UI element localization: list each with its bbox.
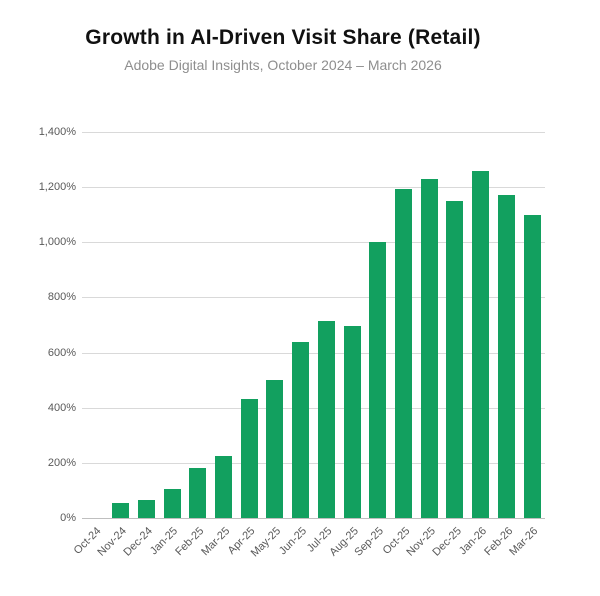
y-axis-tick-label: 600% (47, 346, 76, 359)
gridline (82, 297, 545, 299)
bar-slot-Sep-25 (365, 132, 391, 518)
bar-slot-Jan-26 (468, 132, 494, 518)
bar-slot-Feb-25 (185, 132, 211, 518)
bar-slot-Nov-25 (416, 132, 442, 518)
bar-slot-Jun-25 (288, 132, 314, 518)
bar-slot-May-25 (262, 132, 288, 518)
bar-slot-Mar-26 (519, 132, 545, 518)
y-axis-tick-label: 1,000% (38, 236, 76, 249)
bar-Dec-25 (446, 200, 464, 518)
bar-slot-Jul-25 (313, 132, 339, 518)
x-axis-line (82, 518, 545, 519)
y-axis-tick-label: 400% (47, 401, 76, 414)
gridline (82, 187, 545, 189)
chart-header: Growth in AI-Driven Visit Share (Retail)… (0, 26, 566, 73)
bar-slot-Feb-26 (494, 132, 520, 518)
bar-series (82, 132, 545, 518)
bar-Nov-25 (420, 178, 438, 518)
gridline (82, 407, 545, 409)
bar-Feb-26 (497, 195, 515, 518)
bar-Jul-25 (317, 320, 335, 518)
bar-Mar-25 (214, 455, 232, 518)
bar-Feb-25 (189, 468, 207, 518)
bar-slot-Dec-24 (133, 132, 159, 518)
gridline (82, 242, 545, 244)
gridline (82, 462, 545, 464)
y-axis-tick-label: 1,400% (38, 126, 76, 138)
bar-Nov-24 (112, 502, 130, 518)
bar-slot-Aug-25 (339, 132, 365, 518)
bar-Dec-24 (137, 500, 155, 518)
y-axis-tick-label: 800% (47, 291, 76, 304)
y-axis: 0% 200% 400% 600% 800% 1,000% 1,200% 1,400% (0, 0, 76, 596)
bar-Oct-25 (394, 188, 412, 518)
x-axis-tick-label: Jun-25 (276, 525, 310, 558)
bar-May-25 (266, 380, 284, 518)
gridline (82, 132, 545, 133)
gridline (82, 352, 545, 354)
x-axis-tick-label: Feb-25 (173, 525, 207, 559)
plot-area (82, 132, 545, 519)
x-axis: Oct-24 Nov-24 Dec-24 Jan-25 Feb-25 Mar-25 Apr-… (72, 132, 545, 592)
bar-Apr-25 (240, 399, 258, 518)
bar-Aug-25 (343, 326, 361, 518)
chart-subtitle: Adobe Digital Insights, October 2024 – M… (124, 57, 442, 73)
bar-slot-Apr-25 (236, 132, 262, 518)
bar-slot-Jan-25 (159, 132, 185, 518)
bar-Jan-26 (472, 170, 490, 518)
bar-Sep-25 (369, 242, 387, 518)
y-axis-tick-label: 0% (60, 512, 76, 524)
bar-Mar-26 (523, 214, 541, 518)
bar-slot-Nov-24 (108, 132, 134, 518)
y-axis-tick-label: 1,200% (38, 181, 76, 194)
bar-Jun-25 (292, 341, 310, 518)
bar-slot-Dec-25 (442, 132, 468, 518)
chart-title: Growth in AI-Driven Visit Share (Retail) (85, 26, 481, 49)
bar-Jan-25 (163, 489, 181, 518)
bar-slot-Mar-25 (211, 132, 237, 518)
bar-slot-Oct-25 (391, 132, 417, 518)
y-axis-tick-label: 200% (47, 456, 76, 469)
